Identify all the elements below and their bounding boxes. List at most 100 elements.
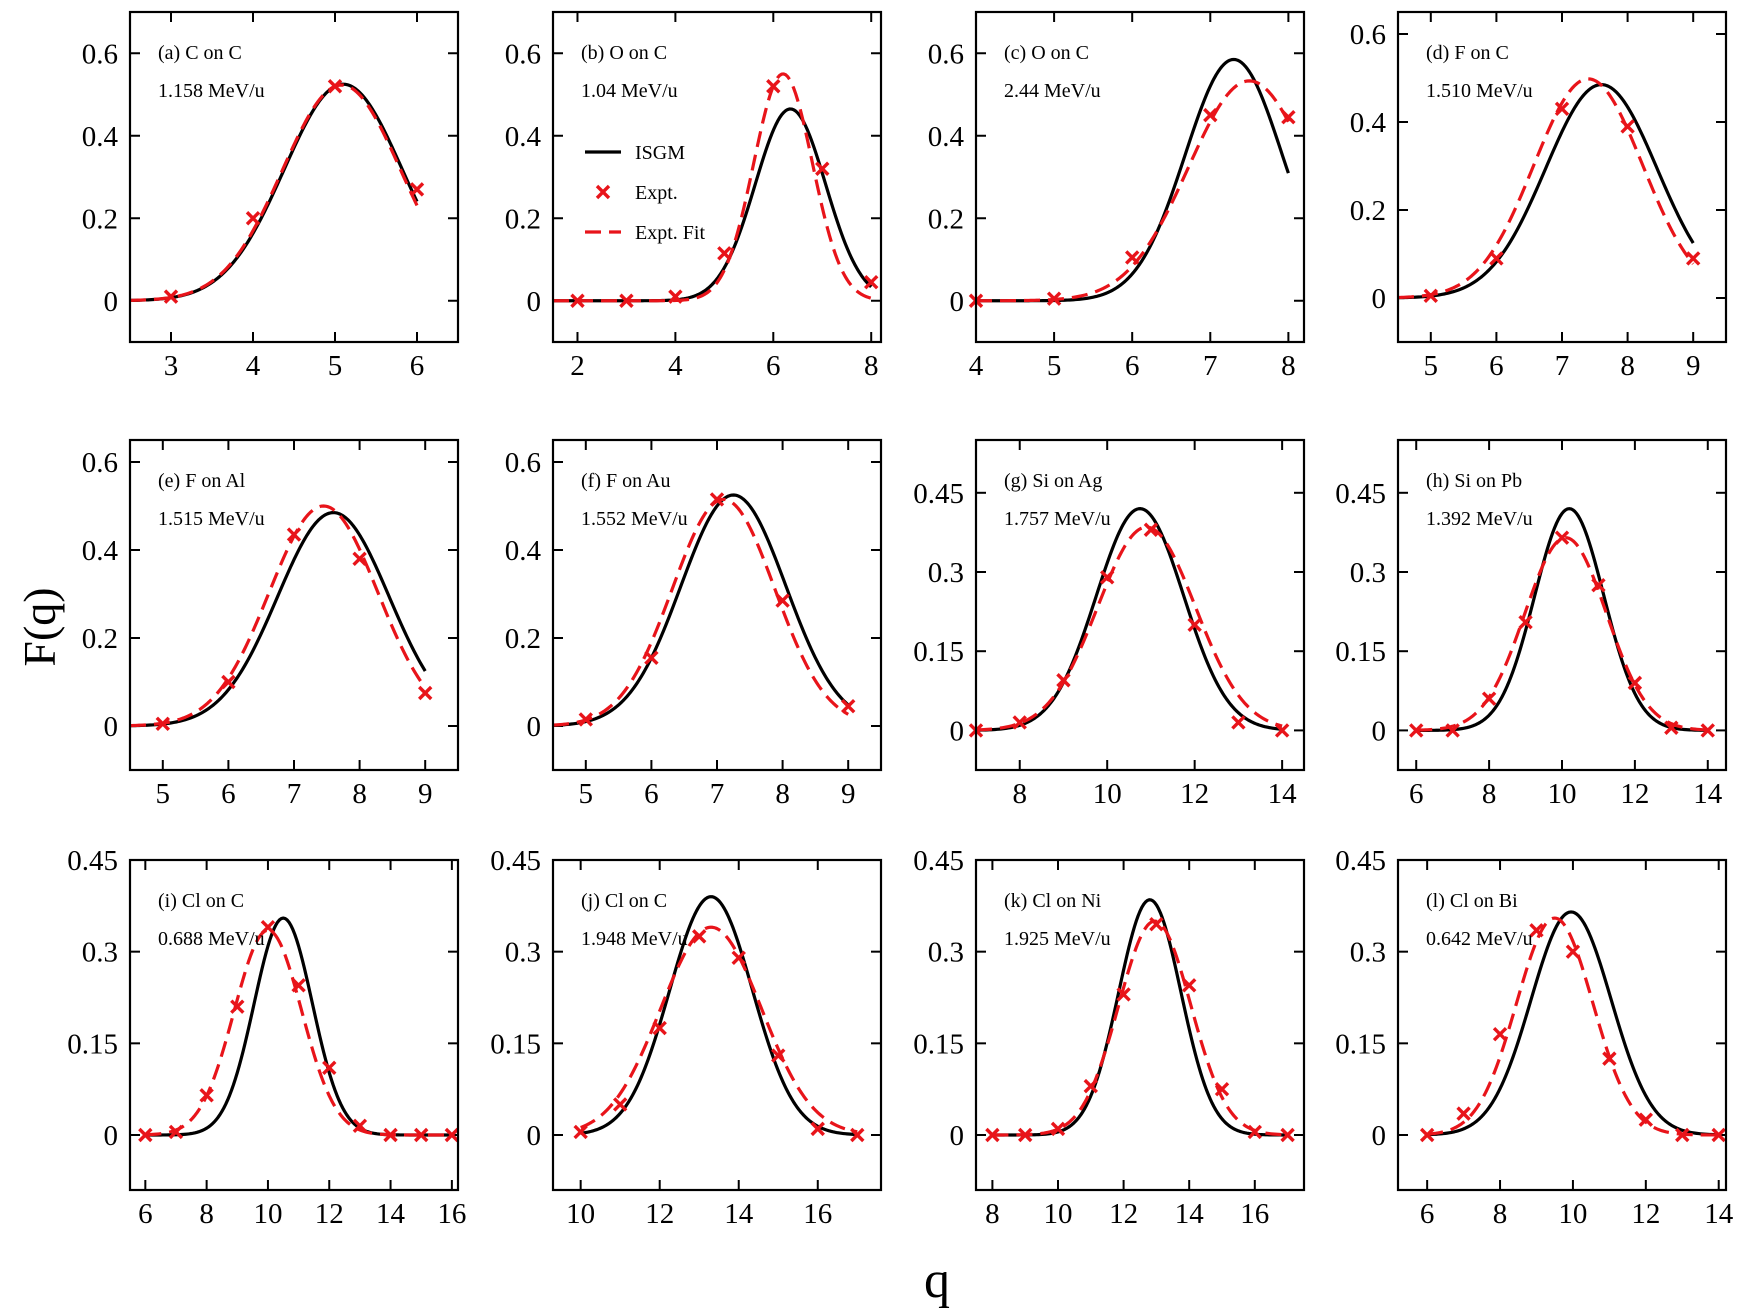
y-tick-label: 0.15 [1335,1028,1386,1060]
plot-frame [974,10,1306,344]
legend-expt-swatch [595,184,611,200]
x-tick-label: 8 [1482,778,1497,810]
expt-fit-curve [976,525,1283,732]
y-tick-label: 0.6 [82,447,118,479]
x-tick-label: 14 [1693,778,1723,810]
x-tick-label: 12 [315,1198,344,1230]
y-tick-label: 0 [527,1120,542,1152]
x-tick-label: 9 [1686,350,1701,382]
x-tick-label: 14 [724,1198,754,1230]
expt-point [1620,119,1635,134]
expt-point [1231,715,1246,730]
x-tick-label: 6 [138,1198,153,1230]
isgm-curve [553,493,850,727]
expt-point [1602,1051,1617,1066]
y-tick-label: 0.6 [82,38,118,70]
panel-g: 8 10 12 14 0 0.15 0.3 0.45 (g) Si on Ag 1.757 MeV… [913,438,1306,810]
expt-point [1419,1127,1435,1143]
isgm-curve [553,107,873,303]
x-tick-label: 5 [579,778,594,810]
expt-point [383,1127,398,1143]
y-tick-label: 0.2 [928,203,964,235]
y-tick-label: 0.3 [82,937,118,969]
x-tick-label: 4 [246,350,261,382]
panel-h: 6 8 10 12 14 0 0.15 0.3 0.45 (h) Si on Pb 1.392 Me… [1335,438,1728,810]
y-tick-label: 0 [1372,283,1387,315]
expt-point [1409,723,1424,738]
y-tick-label: 0.4 [82,535,119,567]
y-tick-label: 0.2 [82,203,118,235]
panel-d: 5 6 7 8 9 0 0.2 0.4 0.6 (d) F on C 1.510 MeV/u [1350,10,1728,382]
y-tick-label: 0.6 [505,38,541,70]
expt-point [709,492,725,507]
expt-point [163,289,179,304]
expt-point [414,1127,429,1143]
expt-point [652,1020,667,1036]
x-tick-label: 5 [156,778,171,810]
y-tick-label: 0.3 [1350,937,1386,969]
legend-isgm-label: ISGM [635,142,685,164]
x-tick-label: 14 [1268,778,1298,810]
expt-point [1149,916,1164,932]
curves [976,57,1290,303]
x-tick-label: 12 [1180,778,1209,810]
y-tick-label: 0.15 [913,636,964,668]
x-tick-label: 14 [1175,1198,1205,1230]
isgm-curve [145,916,452,1137]
legend: ISGM Expt. Expt. Fit [585,142,705,244]
plot-frame [128,10,460,344]
curves [553,72,873,303]
panel-title: (l) Cl on Bi [1426,890,1518,912]
y-tick-label: 0 [950,715,965,747]
panel-energy: 2.44 MeV/u [1004,80,1101,102]
x-tick-label: 8 [1012,778,1027,810]
panel-title: (c) O on C [1004,42,1089,64]
expt-point [850,1127,865,1143]
x-tick-label: 7 [1555,350,1570,382]
expt-point [1565,944,1581,959]
expt-point [1627,675,1643,691]
expt-point [1664,720,1679,735]
panel-energy: 0.642 MeV/u [1426,928,1533,950]
expt-fit-curve [992,919,1288,1137]
y-tick-label: 0.45 [913,478,964,510]
x-tick-label: 7 [1203,350,1218,382]
isgm-curve [976,507,1283,732]
curves [145,916,452,1137]
panel-c: 4 5 6 7 8 0 0.2 0.4 0.6 (c) O on C 2.44 MeV/u [928,10,1306,382]
panel-title: (g) Si on Ag [1004,470,1102,492]
expt-point [352,551,367,567]
expt-point [1281,109,1296,125]
y-tick-label: 0.45 [1335,845,1386,877]
expt-point [1711,1127,1726,1143]
panel-energy: 1.392 MeV/u [1426,508,1533,530]
expt-point [578,712,594,727]
curves [1427,910,1719,1137]
x-tick-label: 7 [710,778,725,810]
x-tick-label: 16 [803,1198,832,1230]
x-tick-label: 6 [644,778,659,810]
expt-point [1050,1121,1066,1137]
y-tick-label: 0 [1372,715,1387,747]
panel-title: (d) F on C [1426,42,1509,64]
expt-point [1638,1112,1654,1127]
expt-point [1492,1026,1508,1042]
curves [992,898,1288,1137]
y-tick-label: 0.15 [490,1028,541,1060]
expt-point [1529,923,1544,938]
expt-point [1143,522,1159,537]
x-tick-label: 10 [566,1198,595,1230]
expt-point [1423,288,1439,304]
y-tick-label: 0.3 [505,937,541,969]
y-tick-label: 0 [104,286,119,318]
x-tick-label: 16 [1240,1198,1269,1230]
x-tick-label: 12 [645,1198,674,1230]
x-tick-label: 9 [418,778,433,810]
panel-energy: 1.04 MeV/u [581,80,678,102]
expt-point [1247,1124,1263,1140]
expt-point [619,293,634,308]
x-tick-label: 2 [570,350,585,382]
x-tick-label: 5 [328,350,343,382]
expt-point [775,593,790,608]
expt-point [1099,570,1115,585]
